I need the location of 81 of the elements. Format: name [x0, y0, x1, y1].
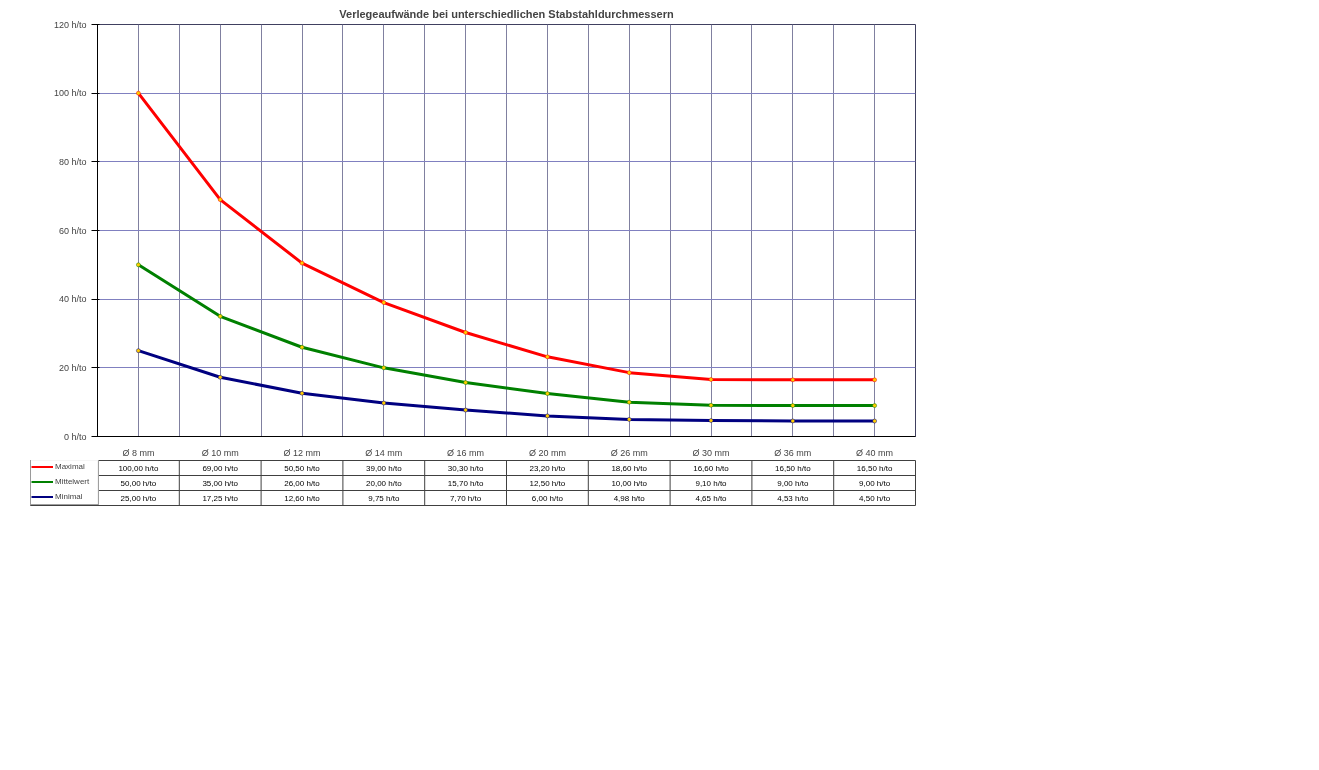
- point: [626, 399, 632, 405]
- x-tick-label: Ø 26 mm: [610, 447, 648, 458]
- point: [217, 375, 223, 380]
- point: [626, 370, 632, 375]
- data-label: 26,00 h/to: [284, 478, 321, 488]
- data-label: 18,60 h/to: [611, 463, 648, 473]
- point: [381, 300, 387, 305]
- data-label: 17,25 h/to: [202, 493, 239, 503]
- x-tick-label: Ø 16 mm: [447, 447, 485, 458]
- point: [790, 418, 796, 424]
- y-tick-label: 60 h/to: [58, 225, 87, 236]
- point: [299, 344, 305, 350]
- data-label: 69,00 h/to: [202, 463, 239, 473]
- data-label: 4,98 h/to: [613, 493, 646, 503]
- data-label: 12,60 h/to: [284, 493, 321, 503]
- point: [463, 380, 468, 385]
- point: [872, 418, 877, 424]
- point: [463, 407, 468, 413]
- legend-label: Maximal: [55, 461, 86, 473]
- y-tick-label: 80 h/to: [58, 156, 87, 167]
- point: [136, 262, 141, 268]
- point: [626, 417, 632, 422]
- legend-label: Mittelwert: [55, 476, 91, 488]
- x-tick-label: Ø 36 mm: [774, 447, 812, 458]
- point: [545, 413, 550, 419]
- point: [872, 403, 877, 408]
- point: [790, 377, 796, 383]
- data-label: 30,30 h/to: [447, 463, 484, 473]
- data-label: 23,20 h/to: [529, 463, 566, 473]
- point: [136, 90, 141, 96]
- point: [790, 403, 796, 408]
- data-label: 9,75 h/to: [368, 493, 400, 503]
- data-label: 50,00 h/to: [120, 478, 157, 488]
- chart-title: Verlegeaufwände bei unterschiedlichen Stabstahldurchmessern: [339, 7, 674, 20]
- point: [545, 354, 550, 360]
- data-label: 4,50 h/to: [859, 493, 891, 503]
- data-label: 16,50 h/to: [775, 463, 812, 473]
- data-label: 50,50 h/to: [284, 463, 321, 473]
- x-tick-label: Ø 40 mm: [856, 447, 894, 458]
- data-label: 4,65 h/to: [695, 493, 728, 503]
- y-tick-label: 20 h/to: [58, 362, 87, 373]
- point: [708, 418, 714, 423]
- point: [299, 260, 305, 266]
- data-label: 7,70 h/to: [450, 493, 482, 503]
- y-tick-label: 100 h/to: [53, 88, 87, 99]
- point: [299, 390, 305, 396]
- point: [217, 197, 223, 202]
- data-label: 4,53 h/to: [777, 493, 809, 503]
- data-label: 16,60 h/to: [693, 463, 730, 473]
- point: [708, 403, 714, 408]
- y-tick-label: 120 h/to: [53, 19, 87, 30]
- x-tick-label: Ø 8 mm: [122, 447, 155, 458]
- data-label: 16,50 h/to: [856, 463, 893, 473]
- point: [463, 330, 468, 335]
- x-tick-label: Ø 14 mm: [365, 447, 403, 458]
- data-label: 9,00 h/to: [859, 478, 891, 488]
- data-label: 100,00 h/to: [118, 463, 159, 473]
- y-tick-label: 0 h/to: [63, 431, 87, 442]
- data-label: 15,70 h/to: [447, 478, 484, 488]
- point: [217, 314, 223, 319]
- data-label: 20,00 h/to: [366, 478, 403, 488]
- x-tick-label: Ø 12 mm: [283, 447, 321, 458]
- data-label: 25,00 h/to: [120, 493, 157, 503]
- point: [136, 348, 141, 353]
- data-label: 39,00 h/to: [366, 463, 403, 473]
- legend-label: Minimal: [55, 491, 84, 503]
- y-tick-label: 40 h/to: [58, 294, 87, 305]
- point: [708, 377, 714, 382]
- data-label: 9,00 h/to: [777, 478, 809, 488]
- data-label: 10,00 h/to: [611, 478, 648, 488]
- data-label: 35,00 h/to: [202, 478, 239, 488]
- point: [872, 377, 877, 383]
- x-tick-label: Ø 10 mm: [201, 447, 239, 458]
- data-label: 9,10 h/to: [695, 478, 728, 488]
- x-tick-label: Ø 20 mm: [528, 447, 566, 458]
- point: [381, 400, 387, 406]
- data-label: 12,50 h/to: [529, 478, 566, 488]
- data-label: 6,00 h/to: [531, 493, 564, 503]
- x-tick-label: Ø 30 mm: [692, 447, 730, 458]
- point: [545, 391, 550, 396]
- point: [381, 365, 387, 371]
